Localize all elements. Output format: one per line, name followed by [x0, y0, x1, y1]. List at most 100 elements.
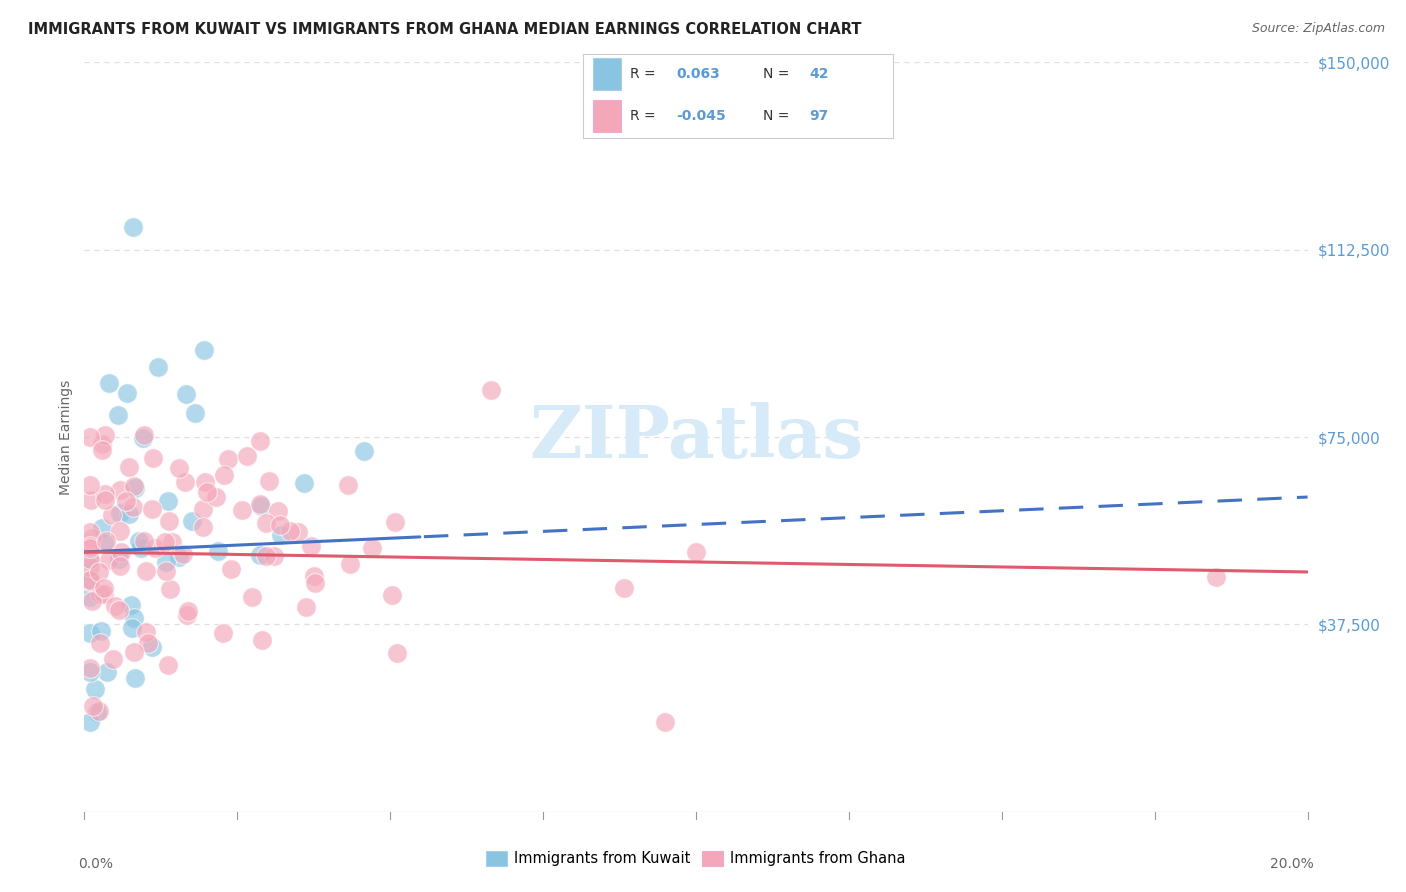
Point — [108, 506, 131, 520]
Point — [79, 541, 101, 555]
Point — [79, 665, 101, 679]
Point — [108, 483, 131, 497]
Point — [157, 657, 180, 672]
Point — [94, 493, 117, 508]
Point — [115, 386, 138, 401]
Point — [79, 524, 101, 539]
Point — [122, 645, 145, 659]
Point — [79, 572, 101, 586]
Point — [269, 517, 291, 532]
Text: 97: 97 — [810, 109, 828, 123]
Point — [217, 451, 239, 466]
Point — [132, 428, 155, 442]
Point — [302, 569, 325, 583]
Legend: Immigrants from Kuwait, Immigrants from Ghana: Immigrants from Kuwait, Immigrants from … — [481, 845, 911, 871]
Point — [122, 479, 145, 493]
Point — [145, 541, 167, 555]
Point — [135, 625, 157, 640]
Point — [254, 516, 277, 530]
Point — [249, 548, 271, 562]
Text: 0.0%: 0.0% — [79, 856, 114, 871]
Point — [267, 503, 290, 517]
Point — [142, 450, 165, 465]
Point — [160, 535, 183, 549]
Point — [79, 625, 101, 640]
Point — [89, 704, 111, 718]
Point — [167, 550, 190, 565]
Point — [83, 681, 105, 696]
Point — [159, 582, 181, 596]
Point — [387, 646, 409, 660]
Point — [89, 636, 111, 650]
Point — [177, 604, 200, 618]
Point — [294, 475, 316, 490]
Point — [212, 468, 235, 483]
Point — [207, 544, 229, 558]
Y-axis label: Median Earnings: Median Earnings — [59, 379, 73, 495]
Point — [87, 565, 110, 579]
Point — [172, 547, 194, 561]
Point — [93, 536, 115, 550]
Point — [155, 555, 177, 569]
Point — [654, 714, 676, 729]
Point — [156, 494, 179, 508]
Point — [93, 581, 115, 595]
Point — [79, 478, 101, 492]
Point — [101, 508, 124, 522]
Point — [86, 705, 108, 719]
Point — [176, 607, 198, 622]
Text: 20.0%: 20.0% — [1270, 856, 1313, 871]
Point — [132, 431, 155, 445]
Point — [135, 564, 157, 578]
Point — [103, 652, 125, 666]
Text: R =: R = — [630, 67, 655, 81]
Point — [89, 587, 111, 601]
Point — [479, 384, 502, 398]
Point — [249, 500, 271, 514]
Point — [98, 376, 121, 390]
Point — [115, 494, 138, 508]
Point — [91, 521, 114, 535]
Point — [108, 603, 131, 617]
Point — [124, 481, 146, 495]
Point — [353, 444, 375, 458]
Point — [240, 590, 263, 604]
Point — [384, 515, 406, 529]
Text: R =: R = — [630, 109, 655, 123]
Point — [304, 575, 326, 590]
Point — [120, 598, 142, 612]
Point — [79, 554, 101, 568]
Text: 42: 42 — [810, 67, 828, 81]
Point — [94, 487, 117, 501]
Point — [184, 406, 207, 420]
Point — [91, 443, 114, 458]
Point — [381, 588, 404, 602]
Point — [180, 514, 202, 528]
Point — [236, 449, 259, 463]
Point — [263, 549, 285, 563]
Point — [121, 621, 143, 635]
Text: IMMIGRANTS FROM KUWAIT VS IMMIGRANTS FROM GHANA MEDIAN EARNINGS CORRELATION CHAR: IMMIGRANTS FROM KUWAIT VS IMMIGRANTS FRO… — [28, 22, 862, 37]
Point — [90, 437, 112, 451]
Point — [129, 541, 152, 555]
Point — [90, 624, 112, 639]
Point — [685, 545, 707, 559]
Point — [122, 610, 145, 624]
Point — [82, 531, 104, 545]
Point — [118, 459, 141, 474]
Point — [174, 387, 197, 401]
Point — [134, 533, 156, 548]
Text: N =: N = — [763, 67, 789, 81]
FancyBboxPatch shape — [593, 100, 620, 132]
Point — [107, 551, 129, 566]
Point — [257, 474, 280, 488]
Point — [221, 562, 243, 576]
Point — [122, 500, 145, 515]
Point — [82, 698, 104, 713]
Point — [146, 360, 169, 375]
Point — [204, 490, 226, 504]
Point — [97, 553, 120, 567]
Point — [191, 519, 214, 533]
Point — [79, 661, 101, 675]
Point — [107, 408, 129, 422]
